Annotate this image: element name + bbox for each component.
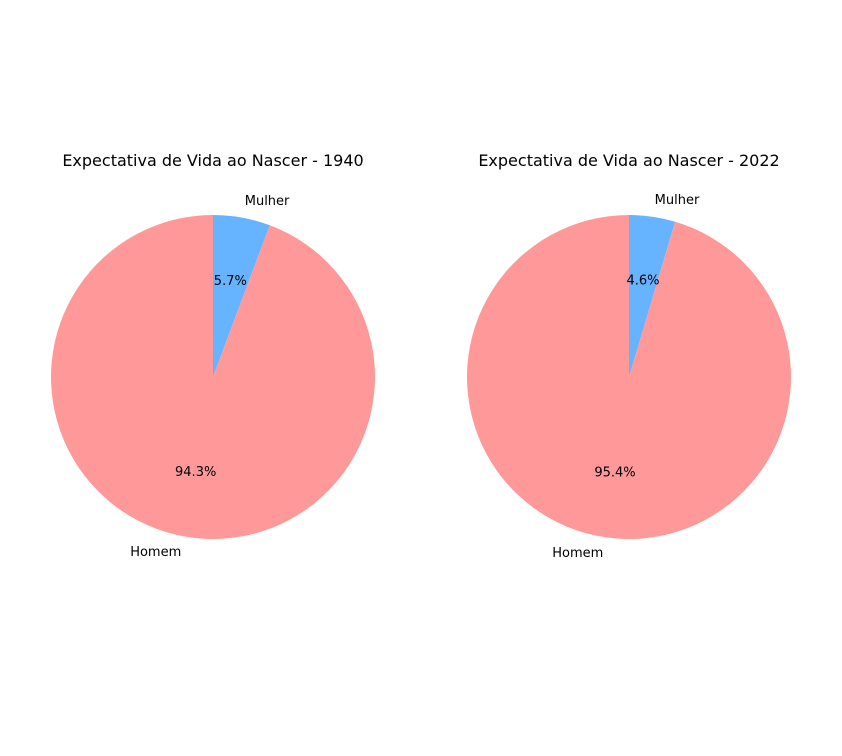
pie-percent-label: 4.6%: [626, 273, 659, 288]
pie-slice-mulher: [629, 215, 676, 377]
pie-percent-label: 95.4%: [594, 466, 635, 481]
pie-category-label: Mulher: [245, 194, 290, 209]
pie-slices: [466, 215, 791, 539]
pie-slice-homem: [51, 215, 376, 539]
pie-percent-label: 94.3%: [175, 465, 216, 480]
pie-labels: 4.6% Mulher 95.4% Homem: [552, 193, 700, 561]
pie-category-label: Homem: [130, 545, 181, 560]
pie-chart-1940: Expectativa de Vida ao Nascer - 1940 5.7…: [51, 151, 376, 560]
pie-labels: 5.7% Mulher 94.3% Homem: [130, 194, 290, 560]
pie-chart-2022: Expectativa de Vida ao Nascer - 2022 4.6…: [466, 151, 791, 561]
pie-slice-homem: [466, 215, 791, 539]
pie-slice-mulher: [213, 215, 270, 377]
pie-category-label: Mulher: [655, 193, 700, 208]
chart-title: Expectativa de Vida ao Nascer - 2022: [478, 151, 779, 170]
pie-slices: [51, 215, 376, 539]
chart-title: Expectativa de Vida ao Nascer - 1940: [62, 151, 363, 170]
pie-percent-label: 5.7%: [214, 274, 247, 289]
pie-category-label: Homem: [552, 546, 603, 561]
